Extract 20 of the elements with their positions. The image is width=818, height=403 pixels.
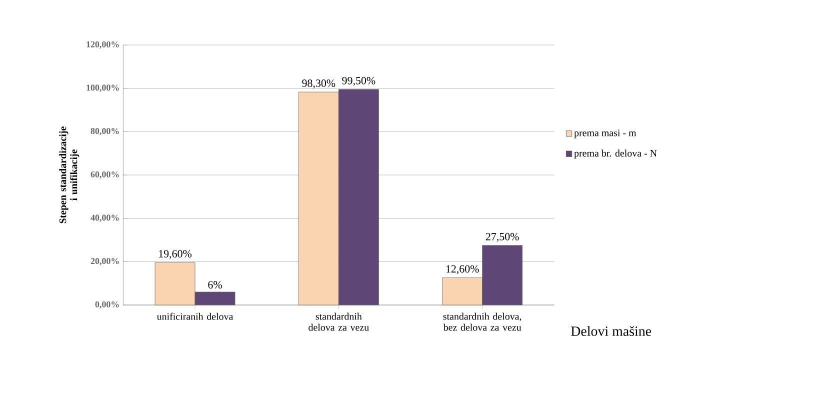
y-tick-label: 0,00% [95,301,119,309]
x-tick-label: unificiranih delova [156,312,234,320]
data-label: 27,50% [486,232,519,242]
x-tick-label: standardnih delova za vezu [308,312,369,331]
legend-label: prema br. delova - N [574,150,657,159]
y-tick-label: 120,00% [86,41,119,49]
y-tick-label: 80,00% [90,128,119,136]
data-label: 6% [208,281,222,288]
x-axis-title: Delovi mašine [571,326,652,336]
y-tick-label: 20,00% [90,258,119,266]
data-label: 19,60% [159,250,192,260]
y-tick-label: 100,00% [86,84,119,92]
data-label: 98,30% [302,80,336,88]
data-label: 99,50% [342,76,376,86]
y-tick-label: 40,00% [90,214,119,222]
y-axis-title: Stepen standardizacije i unifikacije [59,126,80,224]
y-tick-label: 60,00% [90,171,119,179]
legend-label: prema masi - m [574,130,636,138]
x-tick-label: standardnih delova, bez delova za vezu [443,312,522,331]
data-label: 12,60% [446,265,479,274]
